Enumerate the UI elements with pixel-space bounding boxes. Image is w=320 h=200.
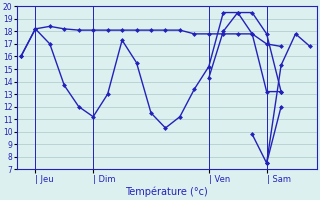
- X-axis label: Température (°c): Température (°c): [125, 187, 208, 197]
